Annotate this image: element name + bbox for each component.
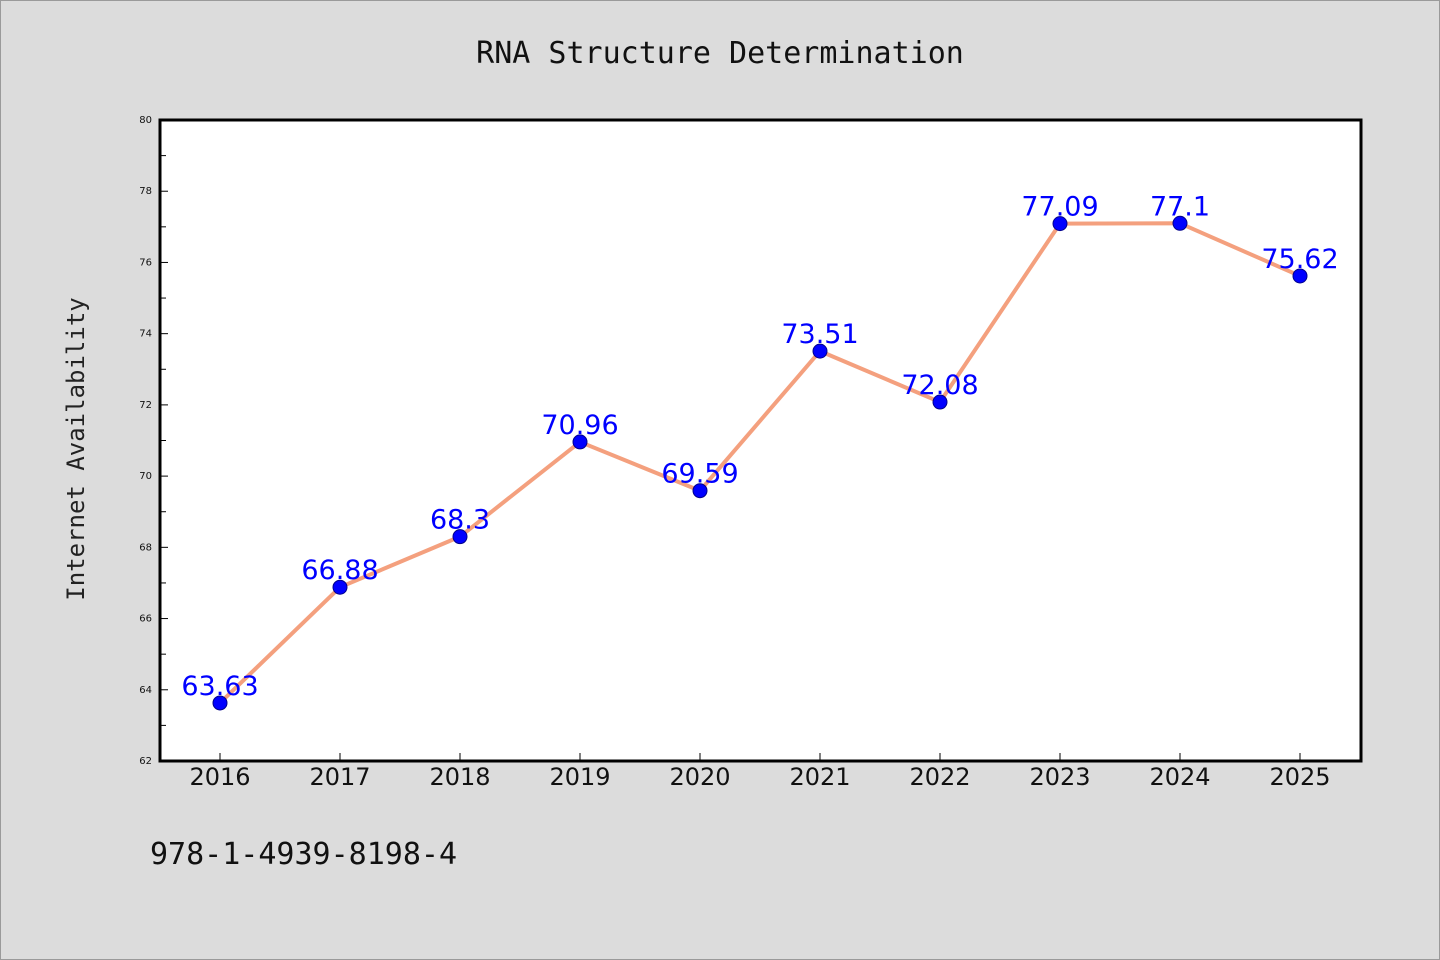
chart-title: RNA Structure Determination bbox=[476, 36, 964, 71]
data-point bbox=[1052, 216, 1068, 232]
y-tick-label: 66 bbox=[139, 614, 152, 625]
data-label: 68.3 bbox=[430, 505, 490, 536]
data-label: 72.08 bbox=[901, 370, 978, 401]
y-tick-label: 62 bbox=[139, 756, 152, 767]
x-tick-label: 2020 bbox=[669, 763, 730, 791]
data-label: 75.62 bbox=[1261, 244, 1338, 275]
x-tick-label: 2021 bbox=[789, 763, 850, 791]
data-point bbox=[572, 434, 588, 450]
data-label: 77.1 bbox=[1150, 191, 1210, 222]
x-tick-label: 2016 bbox=[189, 763, 250, 791]
y-tick-label: 72 bbox=[139, 400, 152, 411]
data-point bbox=[1292, 268, 1308, 284]
data-label: 63.63 bbox=[181, 671, 258, 702]
data-label: 69.59 bbox=[661, 459, 738, 490]
x-tick-label: 2024 bbox=[1149, 763, 1210, 791]
data-point bbox=[812, 343, 828, 359]
y-tick-label: 78 bbox=[139, 186, 152, 197]
x-tick-label: 2017 bbox=[309, 763, 370, 791]
y-tick-label: 76 bbox=[139, 257, 152, 268]
data-label: 70.96 bbox=[541, 410, 618, 441]
y-tick-label: 68 bbox=[139, 542, 152, 553]
data-point bbox=[212, 695, 228, 711]
x-axis-ticks: 2016 2017 2018 2019 2020 2021 2022 2023 2024 2025 bbox=[189, 753, 1331, 791]
y-tick-label: 80 bbox=[139, 115, 152, 126]
y-axis-ticks: 62 64 66 68 70 72 74 76 78 80 bbox=[139, 115, 168, 767]
data-point bbox=[1172, 215, 1188, 231]
data-label: 77.09 bbox=[1021, 192, 1098, 223]
y-tick-label: 74 bbox=[139, 329, 152, 340]
x-tick-label: 2018 bbox=[429, 763, 490, 791]
data-point bbox=[332, 579, 348, 595]
data-point bbox=[932, 394, 948, 410]
x-tick-label: 2025 bbox=[1269, 763, 1330, 791]
y-tick-label: 70 bbox=[139, 471, 152, 482]
x-tick-label: 2022 bbox=[909, 763, 970, 791]
y-tick-label: 64 bbox=[139, 685, 152, 696]
data-point bbox=[452, 529, 468, 545]
series-layer bbox=[212, 215, 1308, 711]
x-tick-label: 2019 bbox=[549, 763, 610, 791]
data-labels-layer: 63.63 66.88 68.3 70.96 69.59 73.51 72.08 77.09 7… bbox=[181, 191, 1338, 702]
series-line bbox=[218, 221, 1302, 705]
footer-isbn: 978-1-4939-8198-4 bbox=[150, 837, 457, 872]
data-label: 73.51 bbox=[781, 319, 858, 350]
x-tick-label: 2023 bbox=[1029, 763, 1090, 791]
data-point bbox=[692, 483, 708, 499]
data-label: 66.88 bbox=[301, 555, 378, 586]
y-axis-label: Internet Availability bbox=[62, 297, 90, 600]
plot-area bbox=[158, 118, 1363, 763]
